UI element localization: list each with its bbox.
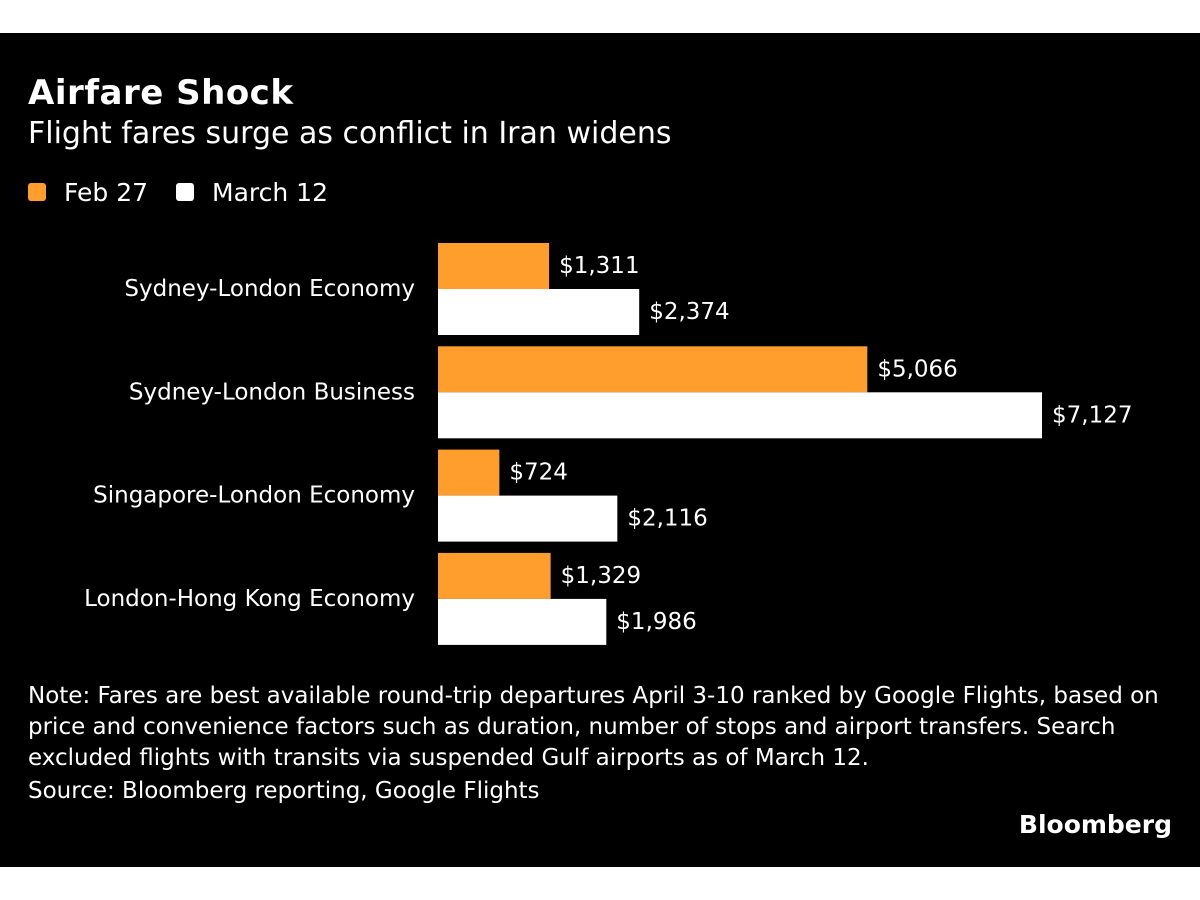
value-label-feb-27-london-hong-kong-economy: $1,329: [561, 563, 641, 589]
legend: Feb 27 March 12: [28, 175, 356, 209]
legend-item-march-12: March 12: [176, 178, 328, 207]
bar-march-12-singapore-london-economy: [438, 495, 618, 542]
bar-march-12-sydney-london-economy: [438, 289, 640, 335]
value-label-feb-27-sydney-london-economy: $1,311: [559, 253, 639, 279]
legend-label-march-12: March 12: [212, 177, 328, 207]
category-label-sydney-london-business: Sydney-London Business: [129, 379, 415, 405]
chart-source: Source: Bloomberg reporting, Google Flig…: [28, 778, 540, 804]
legend-item-feb-27: Feb 27: [28, 178, 148, 207]
category-label-singapore-london-economy: Singapore-London Economy: [93, 483, 415, 509]
legend-label-feb-27: Feb 27: [64, 177, 149, 207]
bar-march-12-london-hong-kong-economy: [438, 598, 607, 645]
bar-feb-27-sydney-london-business: [438, 346, 868, 393]
legend-swatch-feb-27: [28, 183, 46, 201]
category-label-sydney-london-economy: Sydney-London Economy: [124, 276, 415, 302]
category-label-london-hong-kong-economy: London-Hong Kong Economy: [84, 586, 415, 612]
value-label-march-12-sydney-london-business: $7,127: [1052, 402, 1132, 428]
chart-note: Note: Fares are best available round-tri…: [28, 683, 1159, 771]
value-label-feb-27-sydney-london-business: $5,066: [877, 356, 957, 382]
bar-chart: Sydney-London Economy $1,311 $2,374 Sydney-…: [84, 243, 1132, 645]
value-label-march-12-sydney-london-economy: $2,374: [649, 299, 729, 325]
bar-march-12-sydney-london-business: [438, 392, 1042, 439]
value-label-march-12-singapore-london-economy: $2,116: [627, 506, 707, 532]
bar-feb-27-london-hong-kong-economy: [438, 552, 551, 599]
chart-title: Airfare Shock: [28, 73, 294, 113]
legend-swatch-march-12: [176, 183, 195, 201]
bloomberg-logo: Bloomberg: [1018, 810, 1172, 839]
value-label-march-12-london-hong-kong-economy: $1,986: [616, 609, 696, 635]
bar-feb-27-singapore-london-economy: [438, 449, 500, 496]
chart-card: Airfare Shock Flight fares surge as conf…: [0, 33, 1200, 867]
bar-feb-27-sydney-london-economy: [438, 243, 550, 289]
chart-subtitle: Flight fares surge as conflict in Iran w…: [28, 116, 672, 151]
value-label-feb-27-singapore-london-economy: $724: [509, 460, 568, 486]
